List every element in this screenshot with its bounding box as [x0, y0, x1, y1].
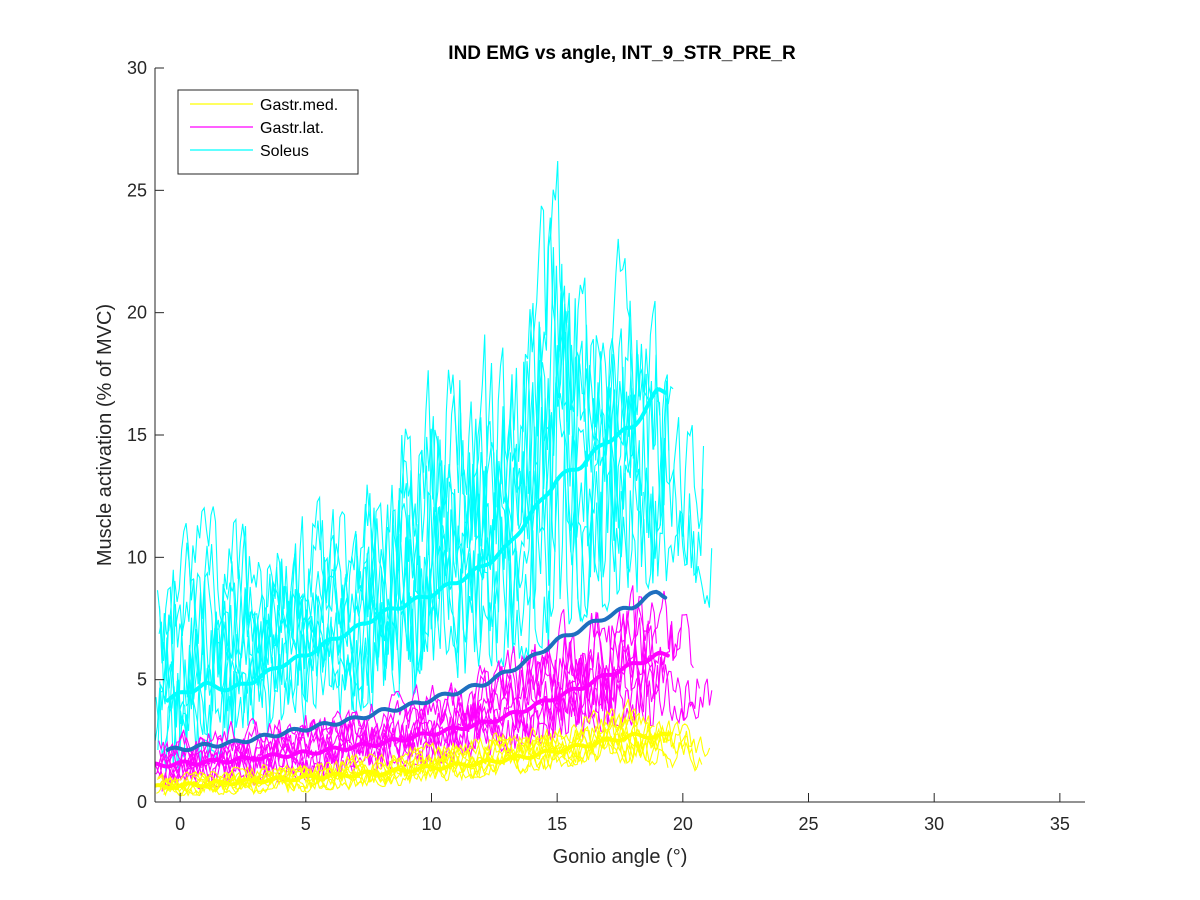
y-axis-label: Muscle activation (% of MVC)	[94, 304, 116, 566]
y-tick-label: 0	[137, 792, 147, 812]
x-tick-label: 15	[547, 814, 567, 834]
y-tick-label: 20	[127, 303, 147, 323]
legend-entry: Soleus	[260, 143, 309, 160]
chart-title: IND EMG vs angle, INT_9_STR_PRE_R	[448, 43, 796, 64]
x-tick-label: 0	[175, 814, 185, 834]
legend: Gastr.med. Gastr.lat. Soleus	[177, 89, 359, 175]
y-tick-label: 15	[127, 425, 147, 445]
x-tick-label: 20	[673, 814, 693, 834]
mean-line-overall	[165, 589, 668, 753]
trial-line-gastr-med	[161, 707, 655, 789]
trial-line-soleus	[156, 247, 661, 685]
x-axis-label: Gonio angle (°)	[553, 846, 688, 868]
y-tick-label: 25	[127, 180, 147, 200]
legend-entry: Gastr.med.	[260, 97, 338, 114]
trial-line-soleus	[162, 205, 637, 662]
trial-line-gastr-med	[159, 724, 697, 796]
x-tick-label: 10	[421, 814, 441, 834]
axes: 0 5 10 15 20 25 30 35 0 5 10 15 20 25 30	[127, 58, 1085, 834]
plot-marks	[155, 160, 713, 797]
trial-line-gastr-med	[156, 715, 694, 791]
legend-entry: Gastr.lat.	[260, 120, 324, 137]
x-tick-label: 25	[798, 814, 818, 834]
mean-line-gastr-lat	[155, 650, 670, 769]
trial-line-gastr-med	[157, 698, 641, 787]
plot-area	[155, 160, 713, 797]
mean-line-soleus	[165, 387, 668, 703]
x-tick-label: 5	[301, 814, 311, 834]
y-tick-label: 30	[127, 58, 147, 78]
x-tick-label: 30	[924, 814, 944, 834]
y-tick-label: 5	[137, 670, 147, 690]
mean-line-gastr-med	[155, 731, 670, 791]
trial-line-soleus	[158, 263, 633, 720]
y-tick-label: 10	[127, 547, 147, 567]
x-tick-label: 35	[1050, 814, 1070, 834]
trial-line-soleus	[163, 345, 644, 775]
